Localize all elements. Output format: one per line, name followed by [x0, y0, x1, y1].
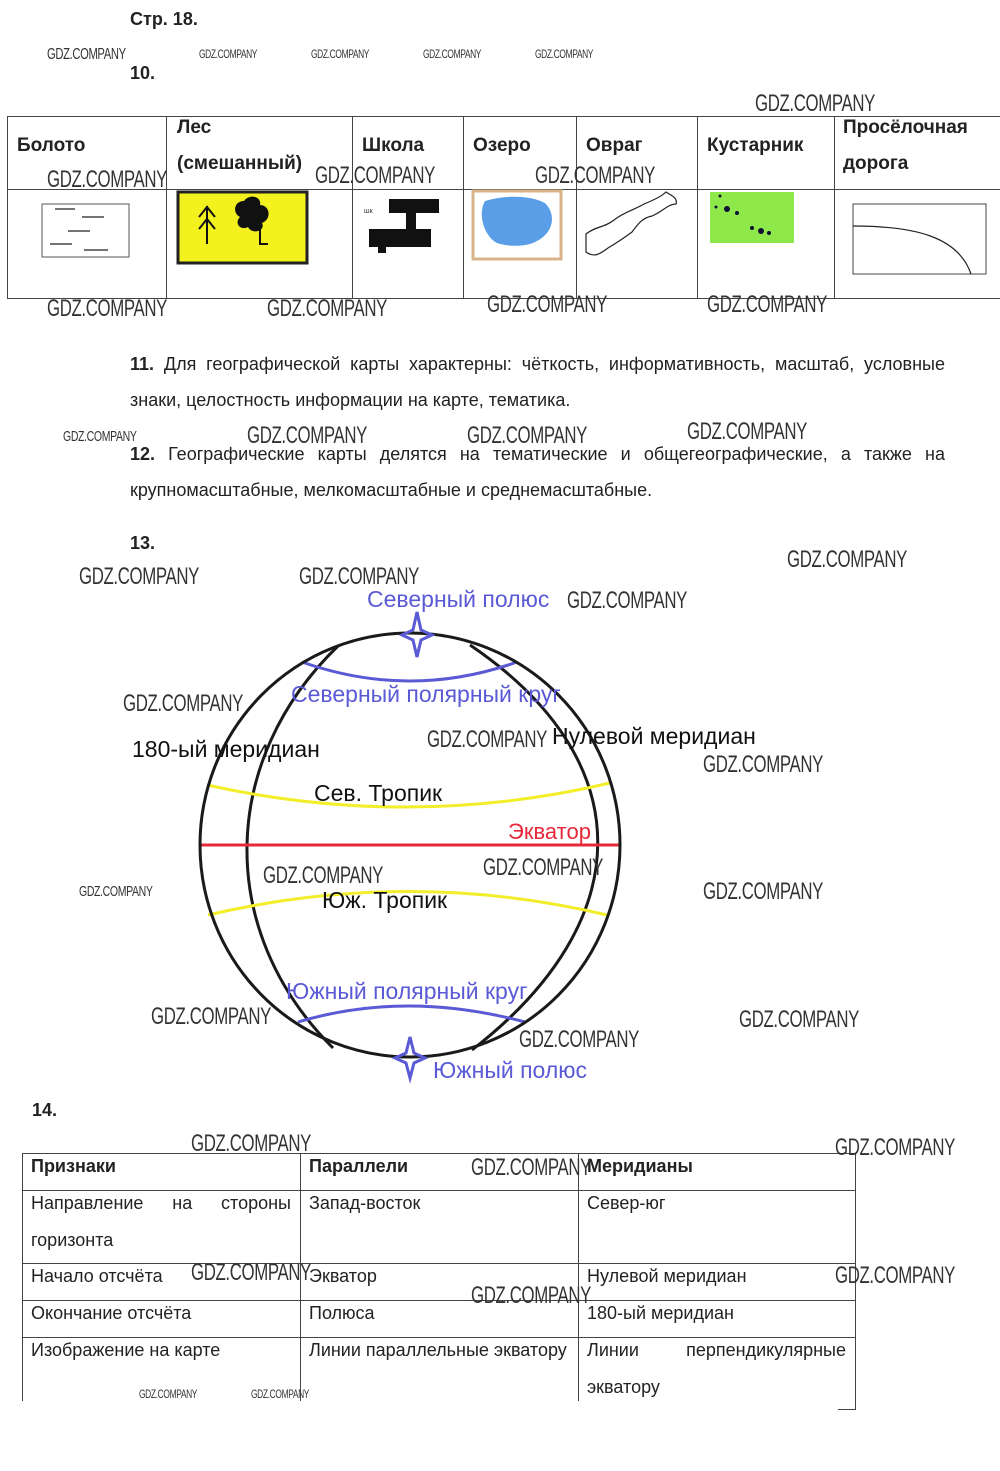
- watermark: GDZ.COMPANY: [755, 90, 875, 117]
- header-forest: Лес (смешанный): [177, 117, 303, 174]
- mixed-forest-symbol-icon: [176, 190, 309, 265]
- watermark: GDZ.COMPANY: [835, 1134, 955, 1161]
- task-11-text: Для географической карты характерны: чёт…: [130, 354, 945, 410]
- watermark: GDZ.COMPANY: [79, 883, 153, 900]
- watermark: GDZ.COMPANY: [427, 726, 547, 753]
- shrub-symbol-icon: [710, 192, 794, 243]
- table-cell: Экватор: [309, 1266, 377, 1286]
- table-cell: Север-юг: [587, 1193, 666, 1213]
- watermark: GDZ.COMPANY: [251, 1387, 310, 1401]
- watermark: GDZ.COMPANY: [191, 1130, 311, 1157]
- tropic-south-line: [207, 890, 608, 917]
- dirt-road-symbol-icon: [852, 203, 987, 275]
- arctic-circle-label: Северный полярный круг: [291, 681, 561, 707]
- watermark: GDZ.COMPANY: [247, 422, 367, 449]
- watermark: GDZ.COMPANY: [535, 162, 655, 189]
- watermark: GDZ.COMPANY: [191, 1259, 311, 1286]
- table-cell: Линии параллельные экватору: [309, 1340, 567, 1360]
- ravine-symbol-icon: [585, 191, 677, 256]
- watermark: GDZ.COMPANY: [267, 295, 387, 322]
- watermark: GDZ.COMPANY: [311, 47, 370, 61]
- watermark: GDZ.COMPANY: [535, 47, 594, 61]
- table-cell: 180-ый меридиан: [587, 1303, 734, 1323]
- watermark: GDZ.COMPANY: [315, 162, 435, 189]
- task-12: 12. Географические карты делятся на тема…: [130, 436, 945, 508]
- school-sign-text: шк: [364, 208, 374, 215]
- page-label: Стр. 18.: [130, 9, 198, 29]
- watermark: GDZ.COMPANY: [467, 422, 587, 449]
- north-pole-star-icon: [398, 611, 436, 658]
- header-parallels: Параллели: [309, 1156, 409, 1176]
- watermark: GDZ.COMPANY: [739, 1006, 859, 1033]
- header-lake: Озеро: [473, 135, 531, 156]
- watermark: GDZ.COMPANY: [63, 428, 137, 445]
- watermark: GDZ.COMPANY: [47, 46, 126, 63]
- watermark: GDZ.COMPANY: [567, 587, 687, 614]
- antarctic-circle-line: [297, 1004, 526, 1024]
- watermark: GDZ.COMPANY: [47, 295, 167, 322]
- watermark: GDZ.COMPANY: [471, 1154, 591, 1181]
- header-ravine: Овраг: [586, 135, 643, 156]
- table-cell: Начало отсчёта: [31, 1266, 163, 1286]
- watermark: GDZ.COMPANY: [263, 862, 383, 889]
- south-pole-label: Южный полюс: [433, 1057, 588, 1083]
- watermark: GDZ.COMPANY: [299, 563, 419, 590]
- task-11-number: 11.: [130, 354, 155, 374]
- header-school: Школа: [362, 135, 425, 156]
- watermark: GDZ.COMPANY: [199, 47, 258, 61]
- arctic-circle-line: [301, 660, 518, 683]
- header-meridians: Меридианы: [587, 1156, 693, 1176]
- south-pole-star-icon: [391, 1036, 429, 1084]
- tropic-north-label: Сев. Тропик: [314, 780, 443, 806]
- task-12-text: Географические карты делятся на тематиче…: [130, 444, 945, 500]
- table-cell: Нулевой меридиан: [587, 1266, 747, 1286]
- watermark: GDZ.COMPANY: [123, 690, 243, 717]
- watermark: GDZ.COMPANY: [787, 546, 907, 573]
- task-11: 11. Для географической карты характерны:…: [130, 346, 945, 418]
- antarctic-circle-label: Южный полярный круг: [286, 978, 528, 1004]
- watermark: GDZ.COMPANY: [483, 854, 603, 881]
- tropic-south-label: Юж. Тропик: [322, 887, 448, 913]
- prime-meridian-label: Нулевой меридиан: [552, 723, 756, 749]
- header-dirt-road: Просёлочная дорога: [843, 117, 968, 174]
- table-cell: Изображение на карте: [31, 1340, 221, 1360]
- watermark: GDZ.COMPANY: [151, 1003, 271, 1030]
- north-pole-label: Северный полюс: [367, 586, 550, 612]
- header-shrub: Кустарник: [707, 135, 804, 156]
- watermark: GDZ.COMPANY: [707, 291, 827, 318]
- tropic-north-line: [206, 781, 611, 809]
- prime-meridian-line: [469, 643, 600, 1052]
- task-12-number: 12.: [130, 444, 156, 464]
- table-cell: Полюса: [309, 1303, 375, 1323]
- meridian-180-label: 180-ый меридиан: [132, 736, 320, 762]
- watermark: GDZ.COMPANY: [471, 1282, 591, 1309]
- task-14-number: 14.: [32, 1100, 58, 1120]
- table-cell: Линии перпендикулярные экватору: [587, 1340, 846, 1397]
- table-cell: Окончание отсчёта: [31, 1303, 192, 1323]
- header-swamp: Болото: [17, 135, 86, 156]
- task-13-number: 13.: [130, 533, 156, 553]
- table-cell: Направление на стороны горизонта: [31, 1193, 291, 1250]
- lake-symbol-icon: [471, 189, 563, 261]
- task-10-number: 10.: [130, 63, 156, 83]
- watermark: GDZ.COMPANY: [519, 1026, 639, 1053]
- watermark: GDZ.COMPANY: [139, 1387, 198, 1401]
- watermark: GDZ.COMPANY: [47, 166, 167, 193]
- watermark: GDZ.COMPANY: [79, 563, 199, 590]
- watermark: GDZ.COMPANY: [703, 751, 823, 778]
- watermark: GDZ.COMPANY: [687, 418, 807, 445]
- equator-label: Экватор: [508, 819, 591, 844]
- watermark: GDZ.COMPANY: [835, 1262, 955, 1289]
- watermark: GDZ.COMPANY: [703, 878, 823, 905]
- swamp-symbol-icon: [41, 203, 130, 258]
- table-cell: Запад-восток: [309, 1193, 421, 1213]
- school-symbol-icon: шк: [364, 199, 439, 253]
- watermark: GDZ.COMPANY: [423, 47, 482, 61]
- watermark: GDZ.COMPANY: [487, 291, 607, 318]
- header-features: Признаки: [31, 1156, 116, 1176]
- map-symbols: шк: [41, 189, 987, 275]
